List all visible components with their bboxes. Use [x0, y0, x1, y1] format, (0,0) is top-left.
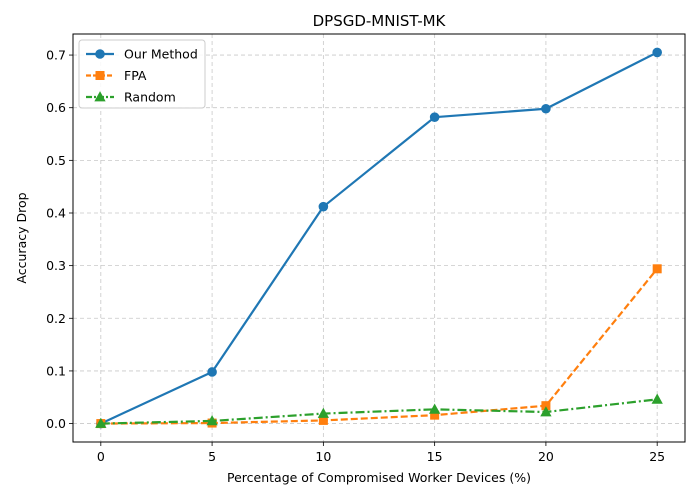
- y-tick-label: 0.5: [46, 153, 66, 168]
- legend-item-fpa: FPA: [86, 68, 147, 83]
- legend-swatch-marker: [95, 49, 105, 59]
- data-point-our-method: [541, 103, 551, 114]
- series-layer: [95, 47, 663, 429]
- x-tick-label: 20: [538, 449, 554, 464]
- legend-swatch-marker: [95, 71, 105, 80]
- legend-swatch-marker: [94, 91, 106, 102]
- series-line-random: [100, 398, 658, 425]
- data-point-random: [428, 403, 441, 414]
- y-tick-label: 0.4: [46, 205, 66, 220]
- x-tick-label: 5: [208, 449, 216, 464]
- data-point-our-method: [652, 47, 662, 58]
- x-tick-label: 15: [427, 449, 443, 464]
- data-point-our-method: [318, 201, 329, 212]
- y-axis-label: Accuracy Drop: [14, 192, 29, 283]
- data-point-random: [651, 393, 663, 404]
- data-point-random: [206, 415, 218, 426]
- data-point-random: [95, 417, 107, 428]
- legend: Our Method FPA Random: [78, 39, 206, 109]
- x-tick-label: 25: [649, 449, 665, 464]
- plot-frame: [72, 33, 686, 443]
- y-tick-label: 0.1: [46, 363, 66, 378]
- y-tick-label: 0.0: [46, 416, 66, 431]
- data-point-random: [540, 406, 552, 417]
- legend-label: Random: [124, 90, 176, 105]
- data-point-random: [317, 407, 330, 418]
- y-tick-label: 0.2: [46, 311, 66, 326]
- data-point-our-method: [207, 367, 217, 377]
- legend-box: [78, 39, 206, 109]
- x-tick-label: 0: [97, 449, 105, 464]
- series-random: [95, 393, 663, 428]
- legend-item-our-method: Our Method: [86, 47, 198, 62]
- x-tick-label: 10: [315, 449, 331, 464]
- chart-title: DPSGD-MNIST-MK: [313, 12, 447, 30]
- axes: 0 5 10 15 20 25 0.0 0.1 0.2 0.3 0.4 0.5 0.6 0.7: [46, 48, 665, 464]
- legend-label: Our Method: [124, 47, 198, 62]
- series-line-our-method: [100, 51, 658, 425]
- y-tick-label: 0.3: [46, 258, 66, 273]
- legend-label: FPA: [124, 68, 147, 83]
- data-point-our-method: [429, 112, 440, 122]
- legend-item-random: Random: [86, 90, 176, 105]
- y-tick-label: 0.7: [46, 48, 66, 63]
- data-point-fpa: [652, 264, 662, 274]
- series-line-fpa: [100, 268, 659, 425]
- x-axis-label: Percentage of Compromised Worker Devices…: [227, 470, 531, 485]
- y-tick-label: 0.6: [46, 100, 66, 115]
